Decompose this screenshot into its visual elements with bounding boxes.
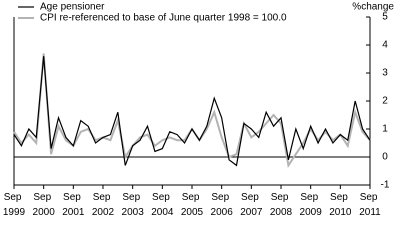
x-tick-label: Sep 2007 <box>240 192 263 218</box>
series-line <box>13 53 371 169</box>
x-tick-label: Sep 1999 <box>3 192 26 218</box>
x-tick-label-line: Sep <box>152 192 173 203</box>
y-tick-label: 0 <box>382 152 388 163</box>
x-tick-label-line: Sep <box>211 192 232 203</box>
y-axis-label: %change <box>352 2 394 13</box>
y-tick-label: 5 <box>382 12 388 23</box>
x-tick-label-line: Sep <box>330 192 351 203</box>
x-tick-label-line: 2002 <box>92 207 115 218</box>
x-tick-label-line: 2001 <box>62 207 85 218</box>
legend-label: CPI re-referenced to base of June quarte… <box>40 13 287 24</box>
x-tick-label-line: 2011 <box>359 207 381 218</box>
x-tick-label: Sep 2011 <box>359 192 381 218</box>
series-line <box>13 56 371 167</box>
x-tick-label: Sep 2000 <box>33 192 56 218</box>
x-tick-label-line: Sep <box>271 192 292 203</box>
x-tick-label: Sep 2002 <box>92 192 115 218</box>
x-tick-label-line: Sep <box>182 192 203 203</box>
x-tick-label-line: 2006 <box>211 207 234 218</box>
x-tick-label-line: 2000 <box>33 207 56 218</box>
x-tick-label-line: 2004 <box>151 207 174 218</box>
x-tick-label-line: 2009 <box>300 207 323 218</box>
y-tick-label: 3 <box>382 68 388 79</box>
x-tick-label: Sep 2009 <box>300 192 323 218</box>
x-tick-label: Sep 2005 <box>181 192 204 218</box>
x-tick-label-line: 2003 <box>122 207 145 218</box>
x-tick-label-line: Sep <box>63 192 84 203</box>
x-tick-label-line: 2005 <box>181 207 204 218</box>
y-tick-label: 4 <box>382 40 388 51</box>
x-tick-label-line: Sep <box>33 192 54 203</box>
x-tick-label-line: 1999 <box>3 207 26 218</box>
x-tick-label: Sep 2001 <box>62 192 85 218</box>
y-tick-label: 1 <box>382 124 388 135</box>
x-tick-label-line: Sep <box>241 192 262 203</box>
legend-label: Age pensioner <box>40 2 105 13</box>
x-tick-label-line: Sep <box>4 192 25 203</box>
x-tick-label: Sep 2010 <box>329 192 352 218</box>
x-tick-label-line: 2008 <box>270 207 293 218</box>
y-tick-label: 2 <box>382 96 388 107</box>
x-tick-label: Sep 2008 <box>270 192 293 218</box>
x-tick-label-line: Sep <box>360 192 381 203</box>
x-tick-label: Sep 2006 <box>211 192 234 218</box>
x-tick-label: Sep 2003 <box>122 192 145 218</box>
x-tick-label: Sep 2004 <box>151 192 174 218</box>
x-tick-label-line: Sep <box>93 192 114 203</box>
x-tick-label-line: 2007 <box>240 207 263 218</box>
x-tick-label-line: 2010 <box>329 207 352 218</box>
x-tick-label-line: Sep <box>122 192 143 203</box>
y-tick-label: -1 <box>381 180 390 191</box>
x-tick-label-line: Sep <box>300 192 321 203</box>
